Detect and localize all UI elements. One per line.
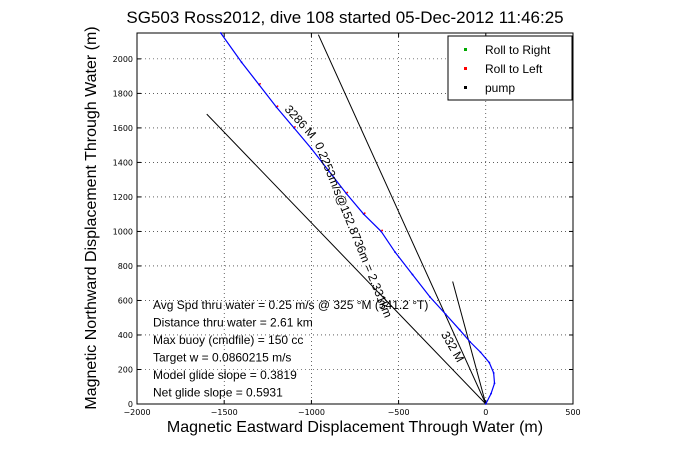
legend-marker (464, 67, 467, 70)
reference-line-2 (452, 281, 487, 405)
y-tick-label: 1800 (113, 89, 133, 98)
x-tick-label: 500 (565, 408, 580, 417)
reference-lines (206, 34, 487, 405)
series-point (488, 361, 491, 364)
x-tick-label: 0 (483, 408, 488, 417)
reference-line-3 (317, 34, 487, 405)
x-tick-label: −1500 (211, 408, 238, 417)
series-point (240, 61, 243, 64)
x-tick-label: −500 (388, 408, 410, 417)
y-tick-label: 2000 (113, 55, 133, 64)
roll-left-point (381, 229, 384, 232)
y-tick-label: 200 (118, 365, 133, 374)
legend-marker (464, 48, 467, 51)
legend-box (447, 35, 573, 101)
legend-marker (464, 86, 467, 89)
chart-title: SG503 Ross2012, dive 108 started 05-Dec-… (126, 8, 563, 27)
x-tick-label: −1000 (298, 408, 325, 417)
series-point (458, 328, 461, 331)
y-tick-label: 400 (118, 331, 133, 340)
series-point (444, 313, 447, 316)
series-point (429, 296, 431, 298)
roll-left-point (276, 105, 279, 108)
x-axis-ticks: −2000 −1500 −1000 −500 0 500 (123, 33, 581, 417)
y-axis-ticks: 0 200 400 600 800 1000 1200 1400 1600 1800 2000 (113, 55, 573, 409)
legend-entry-label: Roll to Right (485, 43, 551, 57)
series-point (490, 392, 492, 395)
reference-line-1 (206, 113, 487, 405)
y-tick-label: 1000 (113, 227, 133, 236)
legend: Roll to Right Roll to Left pump (447, 35, 573, 101)
annotation-line-4: Target w = 0.0860215 m/s (153, 351, 291, 365)
y-tick-label: 1200 (113, 193, 133, 202)
annotation-line-5: Model glide slope = 0.3819 (153, 368, 297, 382)
roll-left-point (346, 191, 349, 194)
annotation-block: Avg Spd thru water = 0.25 m/s @ 325 °M (… (153, 298, 428, 400)
series-group (219, 32, 496, 405)
series-point (492, 372, 495, 374)
series-line-1 (220, 32, 496, 405)
annotation-line-6: Net glide slope = 0.5931 (153, 386, 283, 400)
y-tick-label: 1400 (113, 158, 133, 167)
y-tick-label: 800 (118, 262, 133, 271)
x-axis-label: Magnetic Eastward Displacement Through W… (167, 419, 543, 436)
x-tick-label: −2000 (123, 408, 150, 417)
y-tick-label: 1600 (113, 124, 133, 133)
legend-entry-label: pump (485, 81, 515, 95)
legend-entry-label: Roll to Left (485, 62, 543, 76)
y-tick-label: 0 (128, 400, 133, 409)
y-tick-label: 600 (118, 296, 133, 305)
y-axis-label: Magnetic Northward Displacement Through … (83, 26, 100, 409)
annotation-line-1: Avg Spd thru water = 0.25 m/s @ 325 °M (… (153, 298, 428, 312)
roll-left-point (259, 82, 261, 85)
series-point (394, 251, 397, 254)
series-point (493, 382, 496, 385)
annotation-line-3: Max buoy (cmdfile) = 150 cc (153, 333, 303, 347)
series-point (219, 32, 222, 34)
series-point (310, 147, 313, 150)
series-point (327, 170, 330, 172)
roll-left-point (294, 126, 296, 128)
series-point (479, 351, 482, 354)
series-point (411, 273, 414, 276)
grid (137, 33, 573, 404)
roll-left-point (363, 212, 366, 215)
series-point (469, 340, 472, 343)
series-point (484, 403, 487, 405)
annotation-line-2: Distance thru water = 2.61 km (153, 316, 313, 330)
